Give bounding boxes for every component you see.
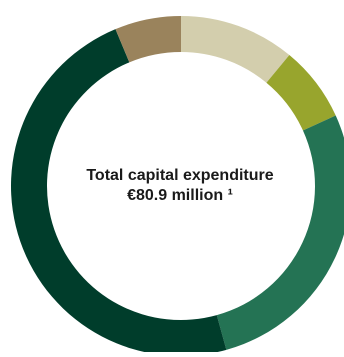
donut-slice-5 bbox=[115, 16, 181, 63]
donut-slice-3 bbox=[216, 115, 344, 350]
chart-center-title: Total capital expenditure bbox=[86, 167, 274, 184]
donut-slice-4 bbox=[10, 29, 227, 357]
donut-slice-2 bbox=[266, 55, 336, 131]
donut-center-label: Total capital expenditure €80.9 million … bbox=[42, 166, 318, 206]
chart-center-value: €80.9 million ¹ bbox=[127, 187, 233, 204]
donut-slice-1 bbox=[181, 16, 290, 83]
